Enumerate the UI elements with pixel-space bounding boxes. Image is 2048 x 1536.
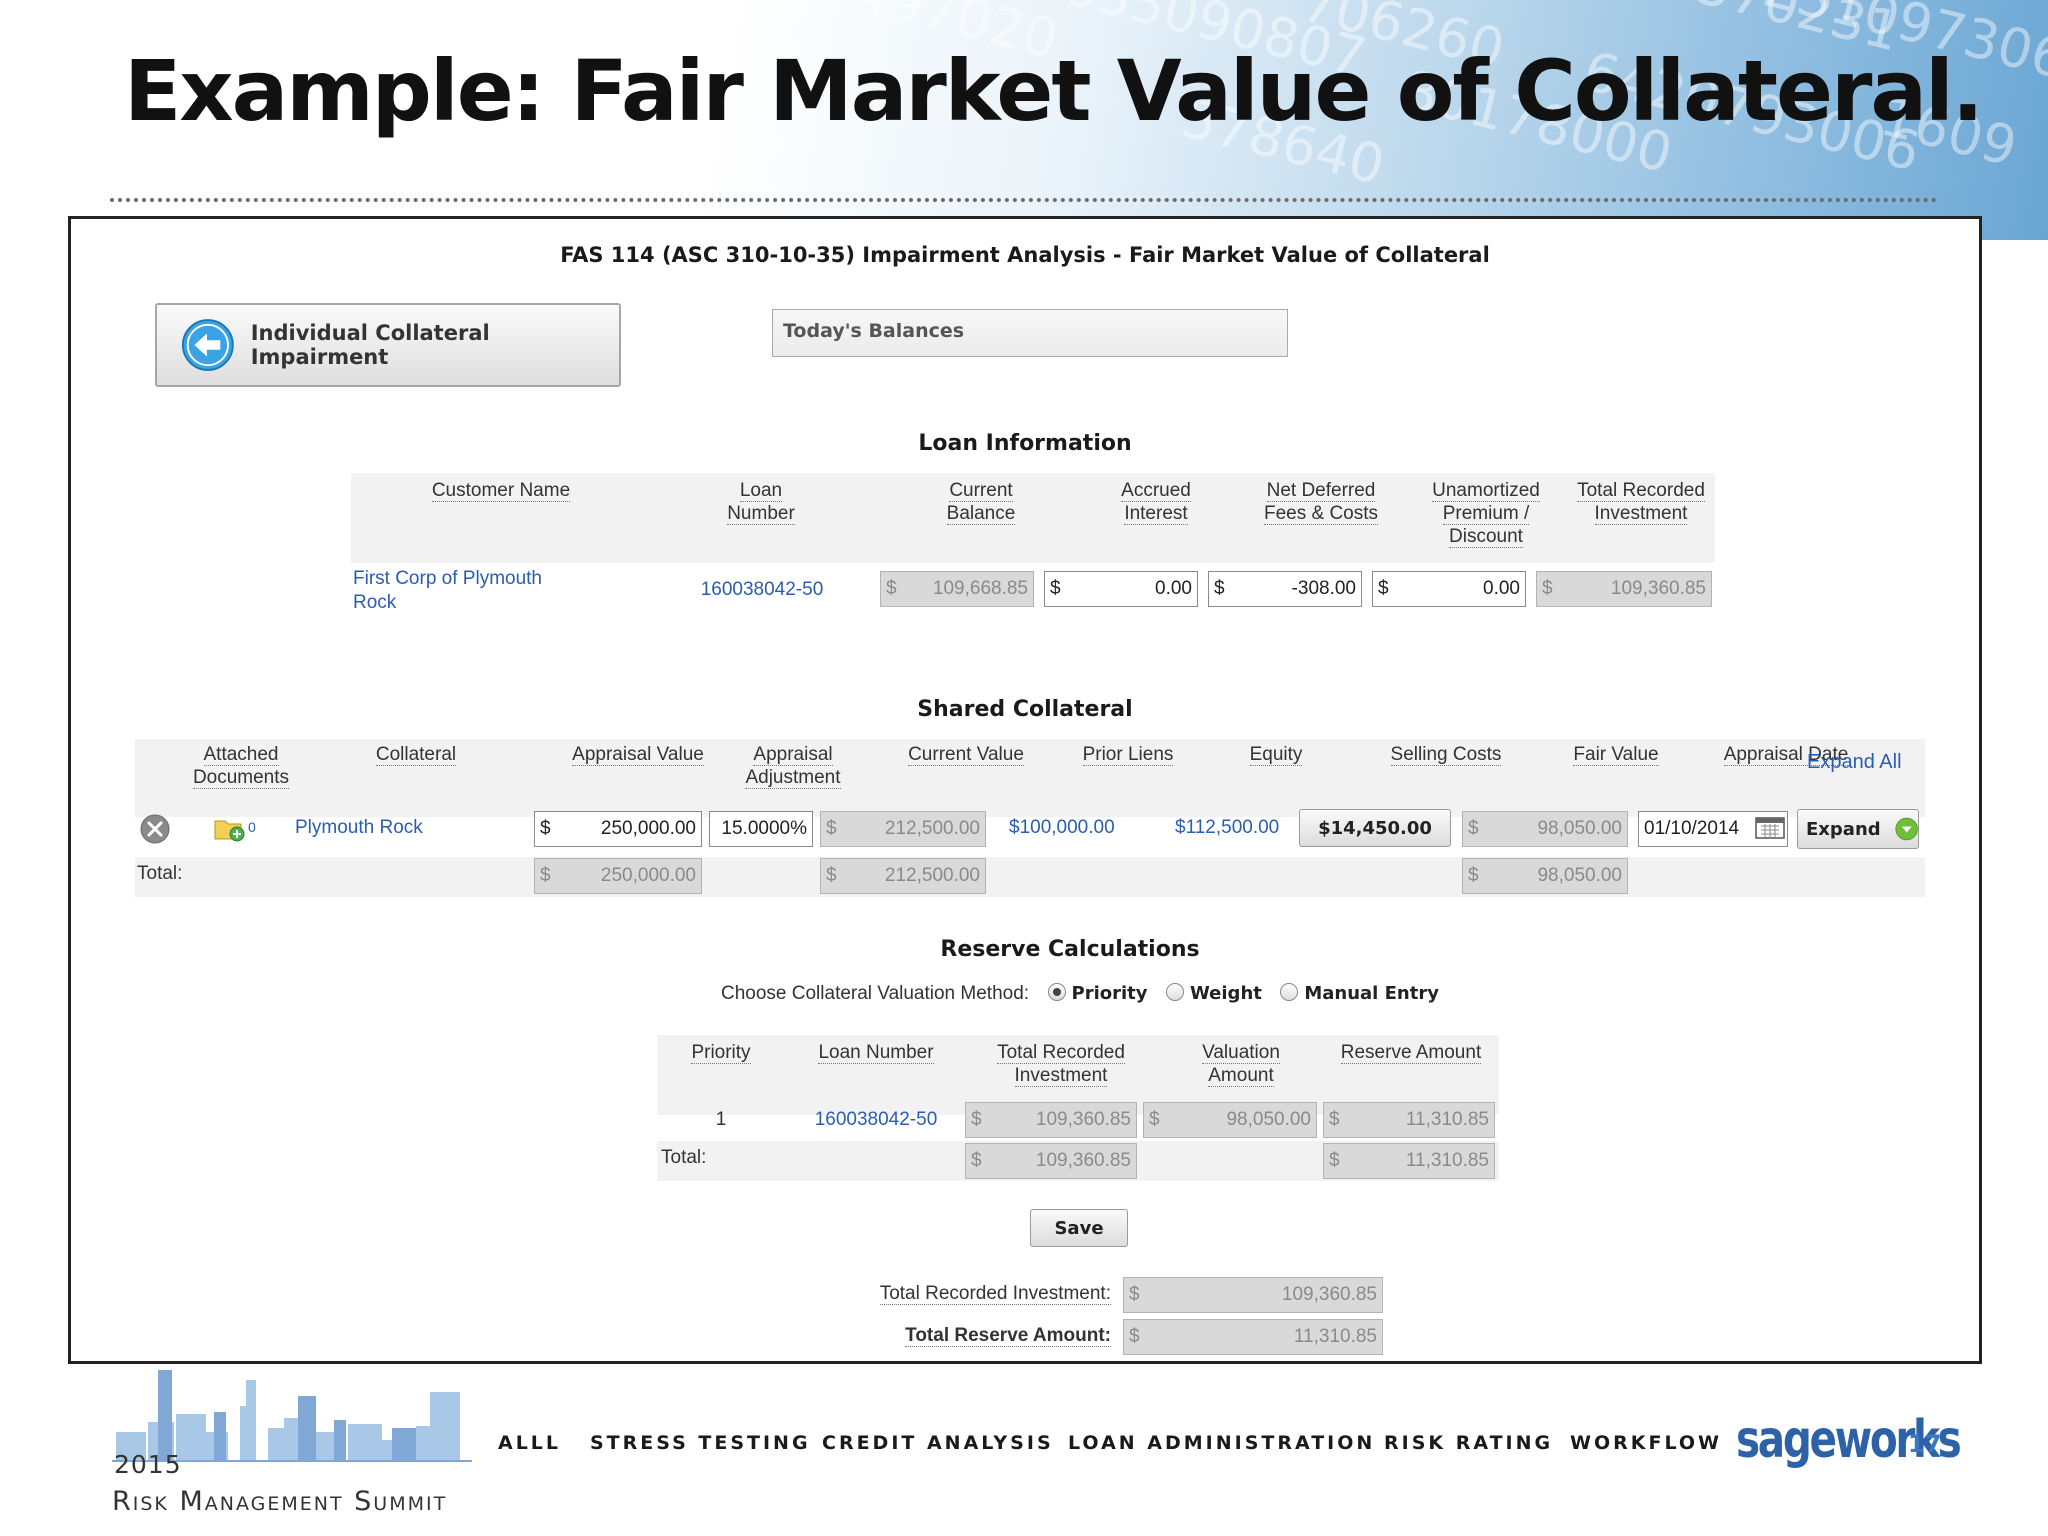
header-reserve-total-recorded: Total Recorded Investment [997, 1042, 1125, 1087]
balances-select[interactable]: Today's Balances [772, 309, 1288, 357]
header-equity: Equity [1249, 744, 1303, 766]
header-prior-liens: Prior Liens [1082, 744, 1174, 766]
expand-all-link[interactable]: Expand All [1807, 751, 1902, 773]
nav-stress-testing[interactable]: STRESS TESTING [590, 1432, 811, 1454]
valuation-method-row: Choose Collateral Valuation Method: Prio… [721, 983, 1453, 1005]
reserve-total-recorded-field: $109,360.85 [965, 1102, 1137, 1138]
collateral-header-row [135, 739, 1925, 817]
selling-costs-button[interactable]: $14,450.00 [1299, 809, 1451, 847]
document-count: 0 [248, 819, 256, 835]
city-skyline-logo [112, 1370, 472, 1462]
summary-reserve-label: Total Reserve Amount: [905, 1325, 1111, 1347]
chevron-down-icon [1895, 817, 1918, 841]
unamortized-premium-input[interactable]: $0.00 [1372, 571, 1526, 607]
loan-information-title: Loan Information [918, 431, 1132, 456]
radio-manual-entry-label: Manual Entry [1304, 983, 1439, 1004]
valuation-amount-field: $98,050.00 [1143, 1102, 1317, 1138]
individual-collateral-impairment-button[interactable]: Individual Collateral Impairment [155, 303, 621, 387]
valuation-method-label: Choose Collateral Valuation Method: [721, 983, 1030, 1004]
header-net-deferred-fees: Net Deferred Fees & Costs [1263, 480, 1379, 525]
header-current-balance: Current Balance [946, 480, 1016, 525]
loan-info-header-row [351, 473, 1715, 563]
calendar-icon[interactable] [1755, 816, 1785, 840]
prior-liens-link[interactable]: $100,000.00 [1009, 817, 1115, 838]
header-loan-number: Loan Number [727, 480, 795, 525]
delete-icon[interactable] [139, 813, 171, 845]
sageworks-logo: sageworks [1736, 1410, 1962, 1470]
back-button-label: Individual Collateral Impairment [250, 321, 490, 369]
net-deferred-fees-input[interactable]: $ -308.00 [1208, 571, 1362, 607]
header-accrued-interest: Accrued Interest [1121, 480, 1191, 525]
reserve-header-row [657, 1035, 1499, 1115]
header-total-recorded-investment: Total Recorded Investment [1577, 480, 1705, 525]
shared-collateral-title: Shared Collateral [917, 697, 1133, 722]
collateral-total-label: Total: [137, 863, 183, 884]
header-current-value: Current Value [908, 744, 1024, 766]
header-reserve-loan-number: Loan Number [818, 1042, 934, 1064]
customer-name-link[interactable]: First Corp of Plymouth Rock [353, 568, 542, 613]
reserve-total-label: Total: [661, 1147, 707, 1168]
header-appraisal-adjustment: Appraisal Adjustment [745, 744, 841, 789]
nav-loan-administration[interactable]: LOAN ADMINISTRATION [1068, 1432, 1376, 1454]
accrued-interest-input[interactable]: $0.00 [1044, 571, 1198, 607]
arrow-left-icon [181, 319, 234, 371]
header-selling-costs: Selling Costs [1390, 744, 1502, 766]
reserve-total-amount-field: $11,310.85 [1323, 1143, 1495, 1179]
save-button[interactable]: Save [1030, 1209, 1128, 1247]
reserve-loan-number-link[interactable]: 160038042-50 [814, 1109, 938, 1130]
total-appraisal-value-field: $250,000.00 [534, 858, 702, 894]
nav-alll[interactable]: ALLL [498, 1432, 562, 1454]
equity-link[interactable]: $112,500.00 [1175, 817, 1280, 838]
current-balance-field: $109,668.85 [880, 571, 1034, 607]
reserve-total-tri-field: $109,360.85 [965, 1143, 1137, 1179]
header-customer-name: Customer Name [431, 480, 571, 502]
header-fair-value: Fair Value [1573, 744, 1659, 766]
event-year: 2015 [114, 1450, 182, 1479]
radio-weight[interactable] [1165, 983, 1184, 1001]
page-title: FAS 114 (ASC 310-10-35) Impairment Analy… [560, 243, 1490, 267]
appraisal-value-input[interactable]: $250,000.00 [534, 811, 702, 847]
expand-button[interactable]: Expand [1797, 809, 1919, 849]
header-reserve-amount: Reserve Amount [1340, 1042, 1482, 1064]
header-appraisal-value: Appraisal Value [572, 744, 704, 766]
header-unamortized-premium: Unamortized Premium / Discount [1432, 480, 1540, 548]
event-name: Risk Management Summit [112, 1486, 448, 1517]
summary-reserve-field: $11,310.85 [1123, 1319, 1383, 1355]
collateral-total-row [135, 857, 1925, 897]
header-appraisal-date: Appraisal Date [1723, 744, 1849, 766]
total-recorded-investment-field: $109,360.85 [1536, 571, 1712, 607]
radio-priority-label: Priority [1071, 983, 1148, 1004]
radio-manual-entry[interactable] [1280, 983, 1299, 1001]
total-fair-value-field: $98,050.00 [1462, 858, 1628, 894]
expand-label: Expand [1806, 818, 1881, 840]
folder-add-icon[interactable] [213, 815, 247, 843]
radio-priority[interactable] [1047, 983, 1066, 1001]
summary-tri-label: Total Recorded Investment: [879, 1283, 1111, 1305]
loan-number-link[interactable]: 160038042-50 [700, 579, 824, 600]
reserve-amount-field: $11,310.85 [1323, 1102, 1495, 1138]
slide-title: Example: Fair Market Value of Collateral… [124, 42, 1984, 140]
header-priority: Priority [691, 1042, 751, 1064]
appraisal-adjustment-input[interactable]: 15.0000% [709, 811, 813, 847]
app-screenshot: FAS 114 (ASC 310-10-35) Impairment Analy… [68, 216, 1982, 1364]
total-current-value-field: $212,500.00 [820, 858, 986, 894]
nav-risk-rating[interactable]: RISK RATING [1384, 1432, 1554, 1454]
header-valuation-amount: Valuation Amount [1202, 1042, 1280, 1087]
reserve-calculations-title: Reserve Calculations [940, 937, 1200, 962]
title-divider [110, 198, 1938, 202]
summary-tri-field: $109,360.85 [1123, 1277, 1383, 1313]
page-number: 17 [1908, 1430, 1942, 1458]
current-value-field: $212,500.00 [820, 811, 986, 847]
reserve-priority-value: 1 [715, 1109, 727, 1130]
nav-credit-analysis[interactable]: CREDIT ANALYSIS [822, 1432, 1054, 1454]
collateral-link[interactable]: Plymouth Rock [295, 817, 423, 838]
header-attached-documents: Attached Documents [192, 744, 290, 789]
fair-value-field: $98,050.00 [1462, 811, 1628, 847]
radio-weight-label: Weight [1189, 983, 1262, 1004]
nav-workflow[interactable]: WORKFLOW [1570, 1432, 1722, 1454]
header-collateral: Collateral [375, 744, 457, 766]
